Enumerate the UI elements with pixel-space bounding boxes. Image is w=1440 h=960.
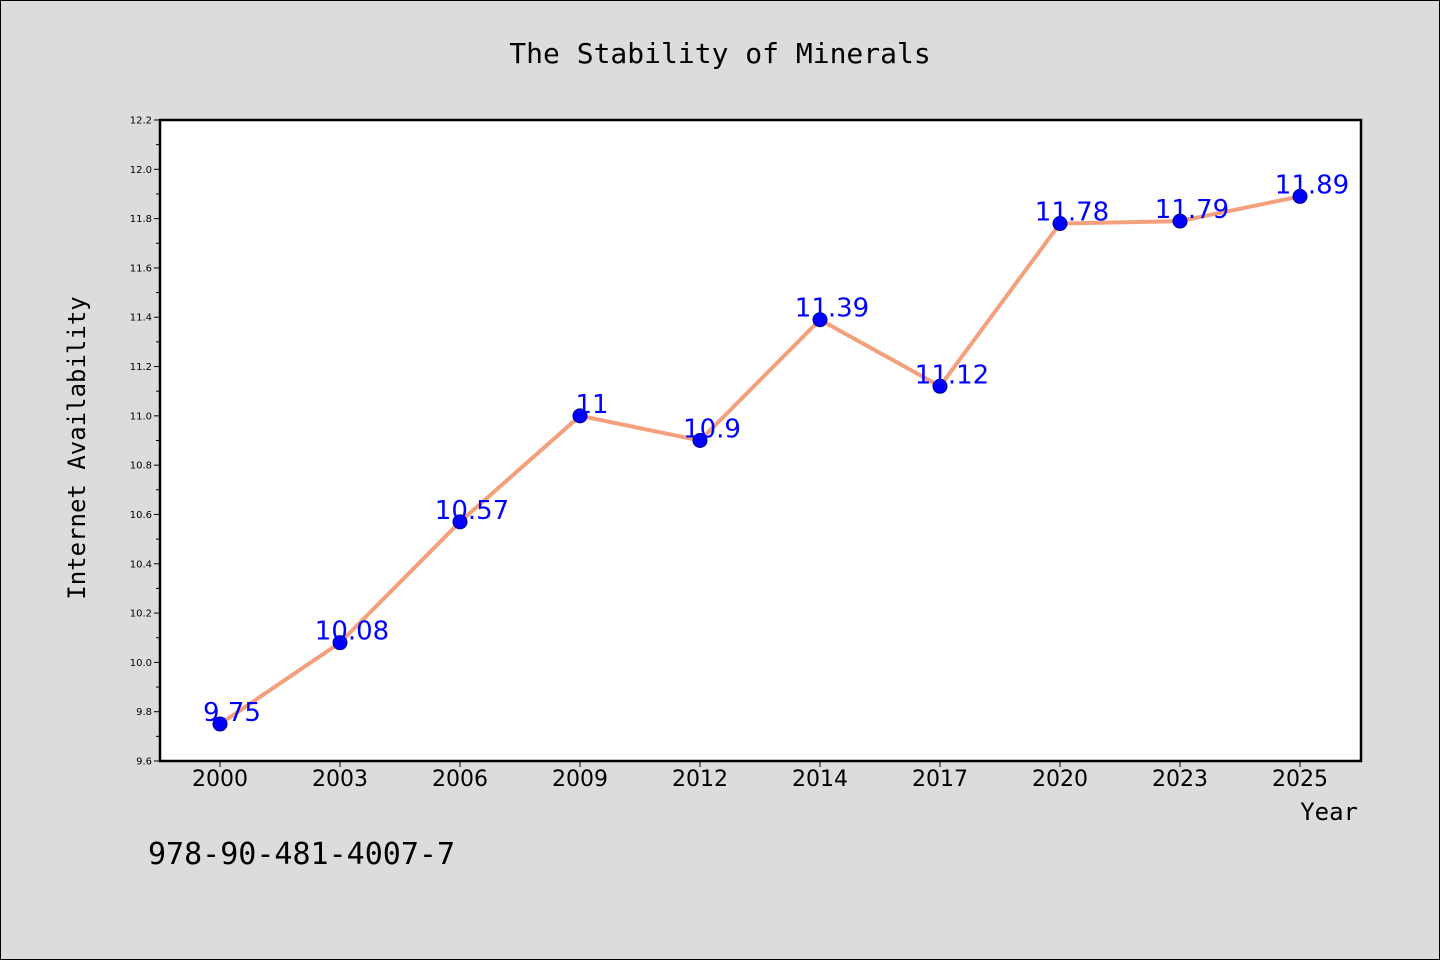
x-tick-label: 2003 — [312, 767, 368, 792]
data-label: 11 — [575, 390, 608, 420]
x-tick-label: 2020 — [1032, 767, 1088, 792]
data-label: 10.08 — [315, 617, 389, 647]
isbn-text: 978-90-481-4007-7 — [148, 837, 455, 872]
plot-area — [158, 118, 1363, 763]
data-label: 11.39 — [795, 294, 869, 324]
data-point — [1052, 216, 1068, 232]
data-label: 9.75 — [203, 698, 261, 728]
data-label: 11.78 — [1035, 198, 1109, 228]
data-label: 10.9 — [683, 415, 741, 445]
data-point — [1172, 213, 1188, 229]
x-tick-label: 2009 — [552, 767, 608, 792]
y-tick-label: 11.6 — [130, 263, 152, 274]
y-tick-label: 11.8 — [130, 214, 152, 225]
y-tick-label: 10.2 — [130, 609, 152, 620]
data-label: 11.89 — [1275, 170, 1349, 200]
x-axis-title: Year — [1300, 798, 1358, 826]
y-tick-label: 11.2 — [130, 362, 152, 373]
data-label: 11.12 — [915, 360, 989, 390]
y-tick-label: 10.8 — [130, 461, 152, 472]
data-point — [572, 408, 588, 424]
y-axis-ticks: 9.6 9.8 10.0 10.2 10.4 10.6 10.8 11.0 11.2 11.4 11… — [130, 116, 160, 768]
y-tick-label: 11.4 — [130, 313, 152, 324]
data-point — [452, 514, 468, 530]
data-markers — [212, 188, 1308, 732]
data-point — [1292, 188, 1308, 204]
x-tick-label: 2025 — [1272, 767, 1328, 792]
y-tick-label: 12.2 — [130, 116, 152, 127]
data-label: 10.57 — [435, 496, 509, 526]
x-tick-label: 2017 — [912, 767, 968, 792]
data-label: 11.79 — [1155, 195, 1229, 225]
data-labels: 9.75 10.08 10.57 11 10.9 11.39 11.12 11.78 11.79… — [203, 170, 1349, 728]
y-axis-title: Internet Availability — [63, 296, 91, 599]
x-tick-label: 2000 — [192, 767, 248, 792]
data-point — [692, 433, 708, 448]
data-point — [812, 312, 828, 328]
y-tick-label: 10.6 — [130, 510, 152, 521]
y-tick-label: 9.8 — [136, 707, 152, 718]
data-point — [332, 635, 348, 651]
data-point — [212, 716, 228, 732]
series-line — [218, 194, 1301, 726]
y-tick-label: 9.6 — [136, 757, 152, 768]
x-tick-label: 2014 — [792, 767, 848, 792]
y-tick-label: 10.4 — [130, 559, 152, 570]
data-point — [932, 378, 948, 394]
x-tick-label: 2012 — [672, 767, 728, 792]
x-tick-label: 2006 — [432, 767, 488, 792]
y-tick-label: 12.0 — [130, 165, 152, 176]
chart-title: The Stability of Minerals — [509, 37, 930, 70]
y-tick-label: 11.0 — [130, 411, 152, 422]
x-tick-label: 2023 — [1152, 767, 1208, 792]
y-tick-label: 10.0 — [130, 658, 152, 669]
x-axis-ticks: 2000 2003 2006 2009 2012 2014 2017 2020 2023 2025 — [192, 761, 1328, 792]
